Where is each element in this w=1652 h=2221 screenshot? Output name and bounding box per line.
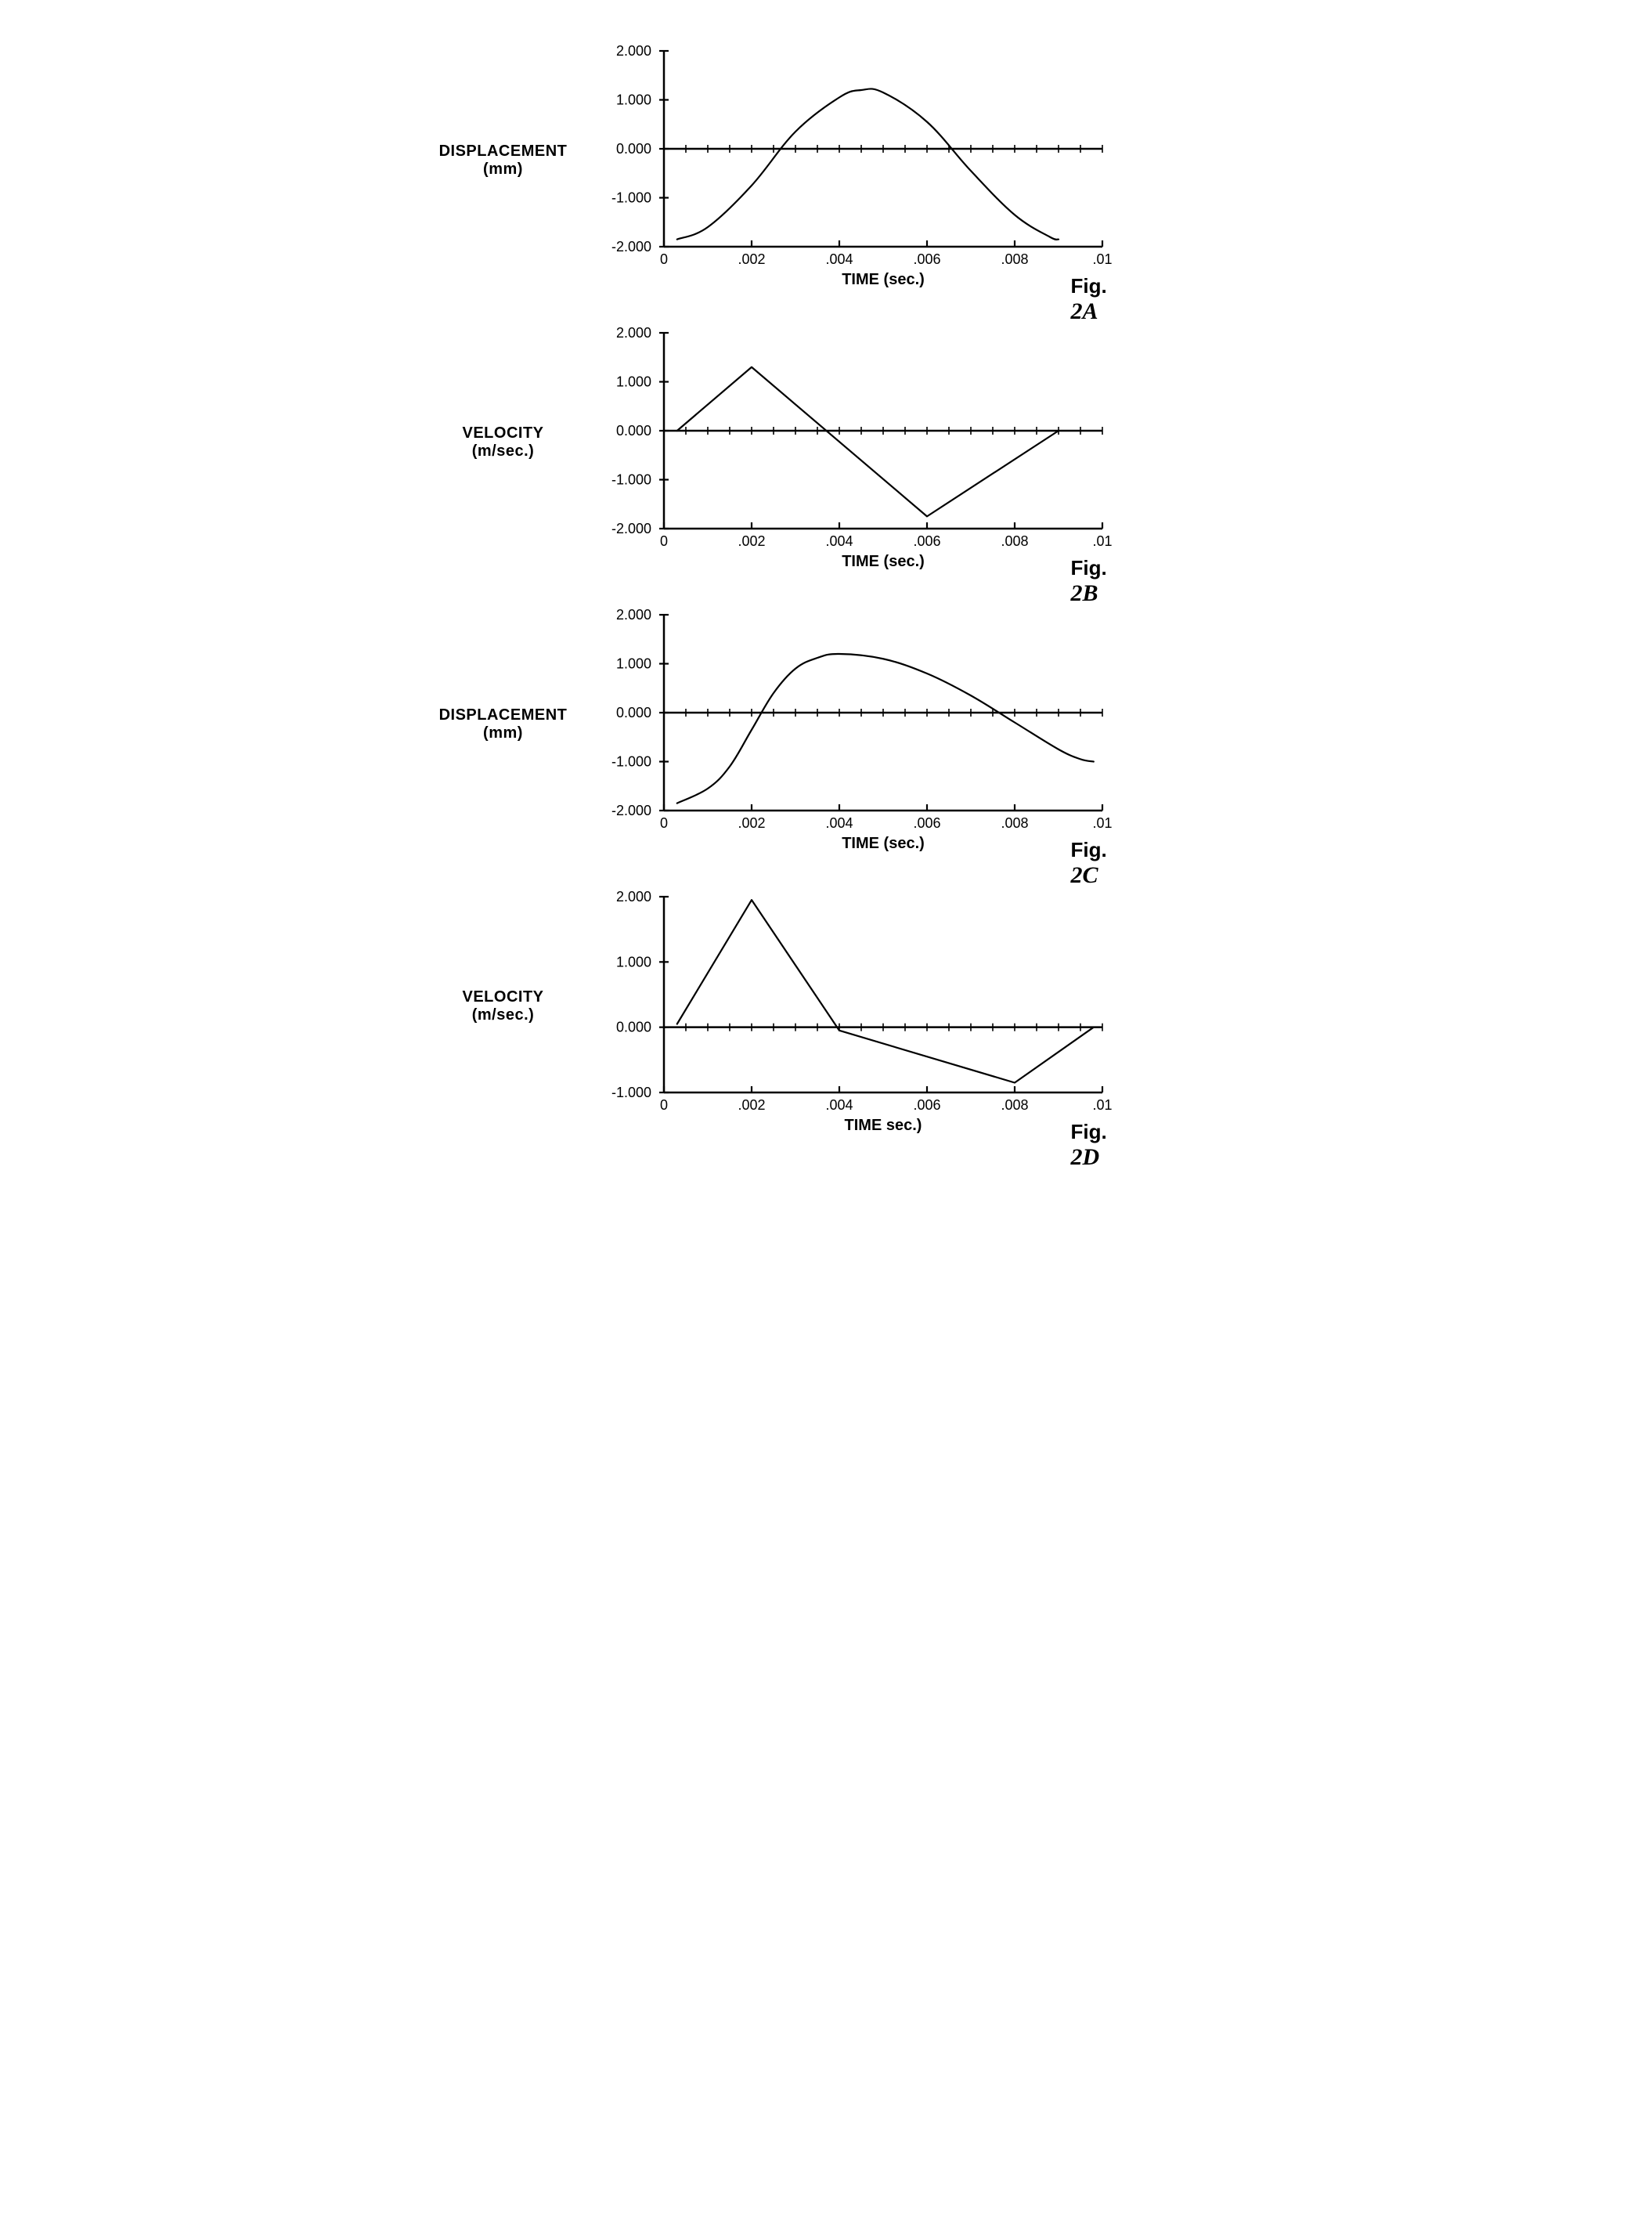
y-axis-label-unit: (mm) xyxy=(413,724,593,742)
data-series xyxy=(676,88,1058,240)
chart-panel: DISPLACEMENT(mm) -2.000 -1.000 0.000 1.000 2.… xyxy=(413,595,1239,854)
y-tick-label: 1.000 xyxy=(615,954,651,970)
x-tick-label: .002 xyxy=(738,815,765,831)
x-tick-label: 0 xyxy=(659,815,667,831)
y-tick-label: -1.000 xyxy=(611,190,651,206)
x-axis-label: TIME (sec.) xyxy=(842,271,925,288)
x-axis-label: TIME (sec.) xyxy=(842,835,925,852)
figure-label-main: Fig. xyxy=(1071,556,1107,580)
x-tick-label: .01 xyxy=(1092,1097,1112,1113)
figure-label-main: Fig. xyxy=(1071,274,1107,298)
figure-label-main: Fig. xyxy=(1071,1120,1107,1143)
y-tick-label: 2.000 xyxy=(615,607,651,623)
x-tick-label: .006 xyxy=(913,1097,940,1113)
chart-svg: -2.000 -1.000 0.000 1.000 2.000 0 .002 .004 .006… xyxy=(593,31,1118,290)
chart-area: -1.000 0.000 1.000 2.000 0 .002 .004 .006 .008 .0… xyxy=(593,877,1118,1136)
x-tick-label: .006 xyxy=(913,815,940,831)
y-tick-label: 0.000 xyxy=(615,1020,651,1035)
x-tick-label: .004 xyxy=(825,533,853,549)
x-tick-label: .01 xyxy=(1092,815,1112,831)
x-tick-label: .01 xyxy=(1092,533,1112,549)
y-tick-label: 0.000 xyxy=(615,705,651,720)
y-tick-label: 2.000 xyxy=(615,325,651,341)
x-tick-label: .006 xyxy=(913,251,940,267)
x-tick-label: .002 xyxy=(738,1097,765,1113)
y-tick-label: -2.000 xyxy=(611,803,651,818)
y-tick-label: 0.000 xyxy=(615,423,651,439)
x-tick-label: .002 xyxy=(738,251,765,267)
x-tick-label: .008 xyxy=(1001,533,1028,549)
chart-panel: DISPLACEMENT(mm) -2.000 -1.000 0.000 1.000 2.… xyxy=(413,31,1239,290)
figure-label-suffix: 2D xyxy=(1071,1144,1100,1170)
y-axis-label-main: VELOCITY xyxy=(462,424,543,442)
y-axis-label-main: DISPLACEMENT xyxy=(439,143,568,160)
y-axis-label-main: VELOCITY xyxy=(462,988,543,1006)
y-tick-label: -2.000 xyxy=(611,239,651,255)
y-axis-label: DISPLACEMENT(mm) xyxy=(413,143,593,179)
y-tick-label: -1.000 xyxy=(611,1085,651,1100)
y-tick-label: 1.000 xyxy=(615,374,651,390)
y-axis-label: VELOCITY(m/sec.) xyxy=(413,988,593,1024)
chart-area: -2.000 -1.000 0.000 1.000 2.000 0 .002 .004 .006… xyxy=(593,31,1118,290)
panels-container: DISPLACEMENT(mm)-2.000-1.0000.0001.0002.… xyxy=(413,31,1239,1136)
x-tick-label: .008 xyxy=(1001,815,1028,831)
figure-label-main: Fig. xyxy=(1071,838,1107,861)
chart-panel: VELOCITY(m/sec.) -2.000 -1.000 0.000 1.000 2.… xyxy=(413,313,1239,572)
y-axis-label: DISPLACEMENT(mm) xyxy=(413,706,593,742)
y-axis-label-main: DISPLACEMENT xyxy=(439,706,568,724)
x-tick-label: .008 xyxy=(1001,251,1028,267)
y-tick-label: 0.000 xyxy=(615,141,651,157)
y-tick-label: 1.000 xyxy=(615,92,651,108)
x-tick-label: .01 xyxy=(1092,251,1112,267)
chart-area: -2.000 -1.000 0.000 1.000 2.000 0 .002 .004 .006… xyxy=(593,313,1118,572)
x-axis-label: TIME sec.) xyxy=(844,1117,922,1134)
y-axis-label-unit: (m/sec.) xyxy=(413,442,593,460)
y-axis-label-unit: (m/sec.) xyxy=(413,1006,593,1024)
x-tick-label: 0 xyxy=(659,1097,667,1113)
y-tick-label: 2.000 xyxy=(615,889,651,905)
chart-svg: -2.000 -1.000 0.000 1.000 2.000 0 .002 .004 .006… xyxy=(593,313,1118,572)
x-tick-label: .002 xyxy=(738,533,765,549)
figure-page: DISPLACEMENT(mm)-2.000-1.0000.0001.0002.… xyxy=(413,31,1239,1136)
figure-label: Fig. 2D xyxy=(1071,1120,1118,1171)
chart-svg: -1.000 0.000 1.000 2.000 0 .002 .004 .006 .008 .0… xyxy=(593,877,1118,1136)
x-tick-label: 0 xyxy=(659,251,667,267)
x-tick-label: .004 xyxy=(825,251,853,267)
x-tick-label: .008 xyxy=(1001,1097,1028,1113)
data-series xyxy=(676,900,1093,1082)
y-tick-label: -1.000 xyxy=(611,754,651,770)
y-axis-label-unit: (mm) xyxy=(413,161,593,179)
data-series xyxy=(676,367,1058,517)
y-axis-label: VELOCITY(m/sec.) xyxy=(413,424,593,460)
y-tick-label: 1.000 xyxy=(615,656,651,672)
y-tick-label: -2.000 xyxy=(611,521,651,536)
data-series xyxy=(676,654,1093,804)
chart-svg: -2.000 -1.000 0.000 1.000 2.000 0 .002 .004 .006… xyxy=(593,595,1118,854)
x-tick-label: .004 xyxy=(825,815,853,831)
y-tick-label: 2.000 xyxy=(615,43,651,59)
x-tick-label: 0 xyxy=(659,533,667,549)
y-tick-label: -1.000 xyxy=(611,472,651,488)
x-tick-label: .006 xyxy=(913,533,940,549)
chart-panel: VELOCITY(m/sec.) -1.000 0.000 1.000 2.000 0 .0… xyxy=(413,877,1239,1136)
chart-area: -2.000 -1.000 0.000 1.000 2.000 0 .002 .004 .006… xyxy=(593,595,1118,854)
x-axis-label: TIME (sec.) xyxy=(842,553,925,570)
x-tick-label: .004 xyxy=(825,1097,853,1113)
